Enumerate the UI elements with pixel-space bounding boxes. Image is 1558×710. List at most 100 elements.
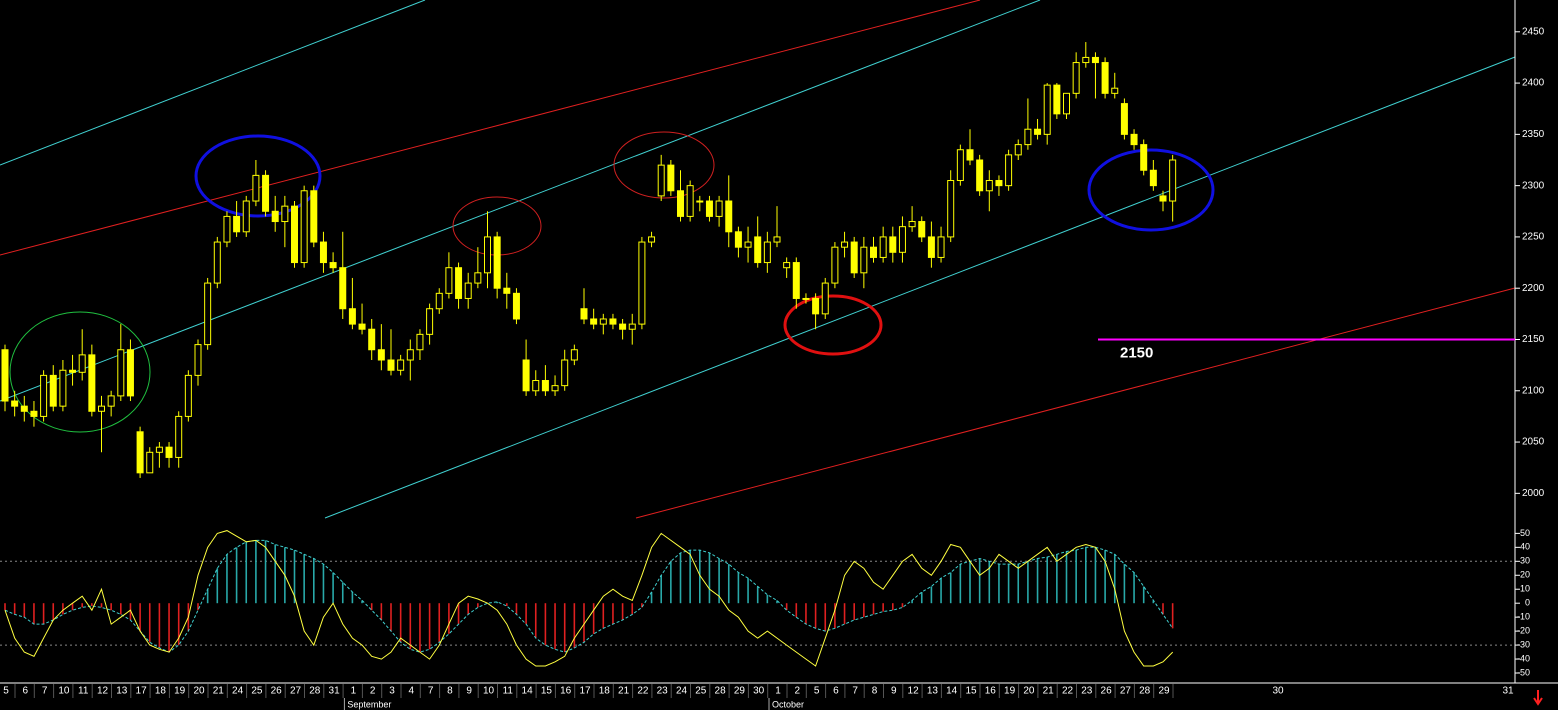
candle-body xyxy=(40,374,48,417)
candle-body xyxy=(358,323,366,330)
candle-body xyxy=(30,410,38,417)
candle-body xyxy=(194,344,202,376)
x-tick-label: 1 xyxy=(351,686,357,697)
candle-body xyxy=(561,359,569,387)
candle-body xyxy=(59,369,67,407)
candle-body xyxy=(879,236,887,258)
candle-body xyxy=(860,246,868,274)
x-tick-label: 15 xyxy=(541,686,553,697)
x-tick-label: 28 xyxy=(1139,686,1151,697)
candle-body xyxy=(870,246,877,258)
x-tick-label: 29 xyxy=(1158,686,1170,697)
candle-body xyxy=(850,241,858,274)
candle-body xyxy=(310,190,318,243)
candle-body xyxy=(262,174,270,212)
y-tick-label: 2200 xyxy=(1522,283,1545,294)
candle-body xyxy=(1111,87,1119,94)
y-tick-label: -30 xyxy=(1517,639,1530,649)
y-tick-label: -10 xyxy=(1517,612,1530,622)
candle-body xyxy=(213,241,221,284)
y-tick-label: 2450 xyxy=(1522,26,1545,37)
candle-body xyxy=(223,215,231,243)
y-tick-label: 2250 xyxy=(1522,232,1545,243)
x-tick-label: 17 xyxy=(579,686,591,697)
x-tick-label: 3 xyxy=(389,686,395,697)
candle-body xyxy=(1082,56,1090,64)
x-tick-label: 17 xyxy=(136,686,148,697)
x-tick-label: 31 xyxy=(1502,686,1514,697)
candle-body xyxy=(233,215,241,233)
x-tick-label: 21 xyxy=(213,686,225,697)
candle-body xyxy=(947,180,955,238)
candle-body xyxy=(455,267,463,299)
y-tick-label: 2100 xyxy=(1522,385,1545,396)
candle-body xyxy=(397,359,405,371)
candle-body xyxy=(802,297,810,300)
x-tick-label: 11 xyxy=(78,686,89,697)
x-tick-label: 25 xyxy=(251,686,263,697)
x-tick-label: 29 xyxy=(734,686,746,697)
candle-body xyxy=(204,282,212,346)
candle-body xyxy=(252,174,260,202)
candle-body xyxy=(831,246,839,284)
candle-body xyxy=(98,405,105,412)
highlight-ellipse xyxy=(194,134,322,218)
x-tick-label: 10 xyxy=(58,686,70,697)
candle-body xyxy=(88,354,96,412)
candle-body xyxy=(995,180,1003,187)
y-tick-label: 2000 xyxy=(1522,488,1545,499)
candle-body xyxy=(435,292,443,310)
candle-body xyxy=(638,241,646,325)
x-tick-label: 9 xyxy=(466,686,472,697)
candle-body xyxy=(291,205,298,264)
x-tick-label: 20 xyxy=(1023,686,1035,697)
candle-body xyxy=(242,200,250,233)
x-tick-label: 16 xyxy=(560,686,572,697)
x-tick-label: 24 xyxy=(676,686,688,697)
oscillator-line xyxy=(4,530,1174,667)
candle-body xyxy=(493,236,501,289)
x-tick-label: 12 xyxy=(908,686,920,697)
x-tick-label: 19 xyxy=(1004,686,1016,697)
candle-body xyxy=(1091,56,1099,64)
y-tick-label: 2350 xyxy=(1522,129,1545,140)
highlight-ellipse xyxy=(613,131,715,199)
candle-body xyxy=(503,287,511,294)
candle-body xyxy=(648,236,656,243)
y-tick-label: 2150 xyxy=(1522,334,1545,345)
candle-body xyxy=(725,200,733,233)
trend-line xyxy=(0,0,1041,402)
y-tick-label: 50 xyxy=(1520,528,1530,538)
candle-body xyxy=(329,262,337,269)
candle-body xyxy=(281,205,289,223)
highlight-ellipse xyxy=(9,311,151,433)
candle-body xyxy=(126,349,134,397)
x-tick-label: 5 xyxy=(814,686,820,697)
y-tick-label: 10 xyxy=(1520,584,1530,594)
candle-body xyxy=(889,236,897,253)
candle-body xyxy=(927,236,935,258)
scroll-arrow[interactable] xyxy=(1533,690,1543,706)
candle-body xyxy=(69,369,77,373)
candle-body xyxy=(937,236,945,258)
x-tick-label: 26 xyxy=(271,686,283,697)
candle-body xyxy=(484,236,491,274)
candle-body xyxy=(1053,84,1061,115)
candle-body xyxy=(792,262,800,299)
x-tick-label: 2 xyxy=(370,686,376,697)
candle-body xyxy=(1159,195,1167,202)
candle-body xyxy=(522,359,530,392)
candle-body xyxy=(744,241,752,248)
candle-body xyxy=(1130,133,1138,146)
candle-body xyxy=(580,308,588,320)
x-tick-label: 7 xyxy=(42,686,48,697)
x-tick-label: 21 xyxy=(1043,686,1055,697)
x-tick-label: 21 xyxy=(618,686,630,697)
candle-body xyxy=(783,262,791,269)
candle-body xyxy=(1120,103,1128,135)
candle-body xyxy=(541,380,549,392)
candle-body xyxy=(1149,169,1157,187)
x-tick-label: 15 xyxy=(965,686,977,697)
candle-body xyxy=(532,380,540,392)
candle-body xyxy=(1,349,9,402)
